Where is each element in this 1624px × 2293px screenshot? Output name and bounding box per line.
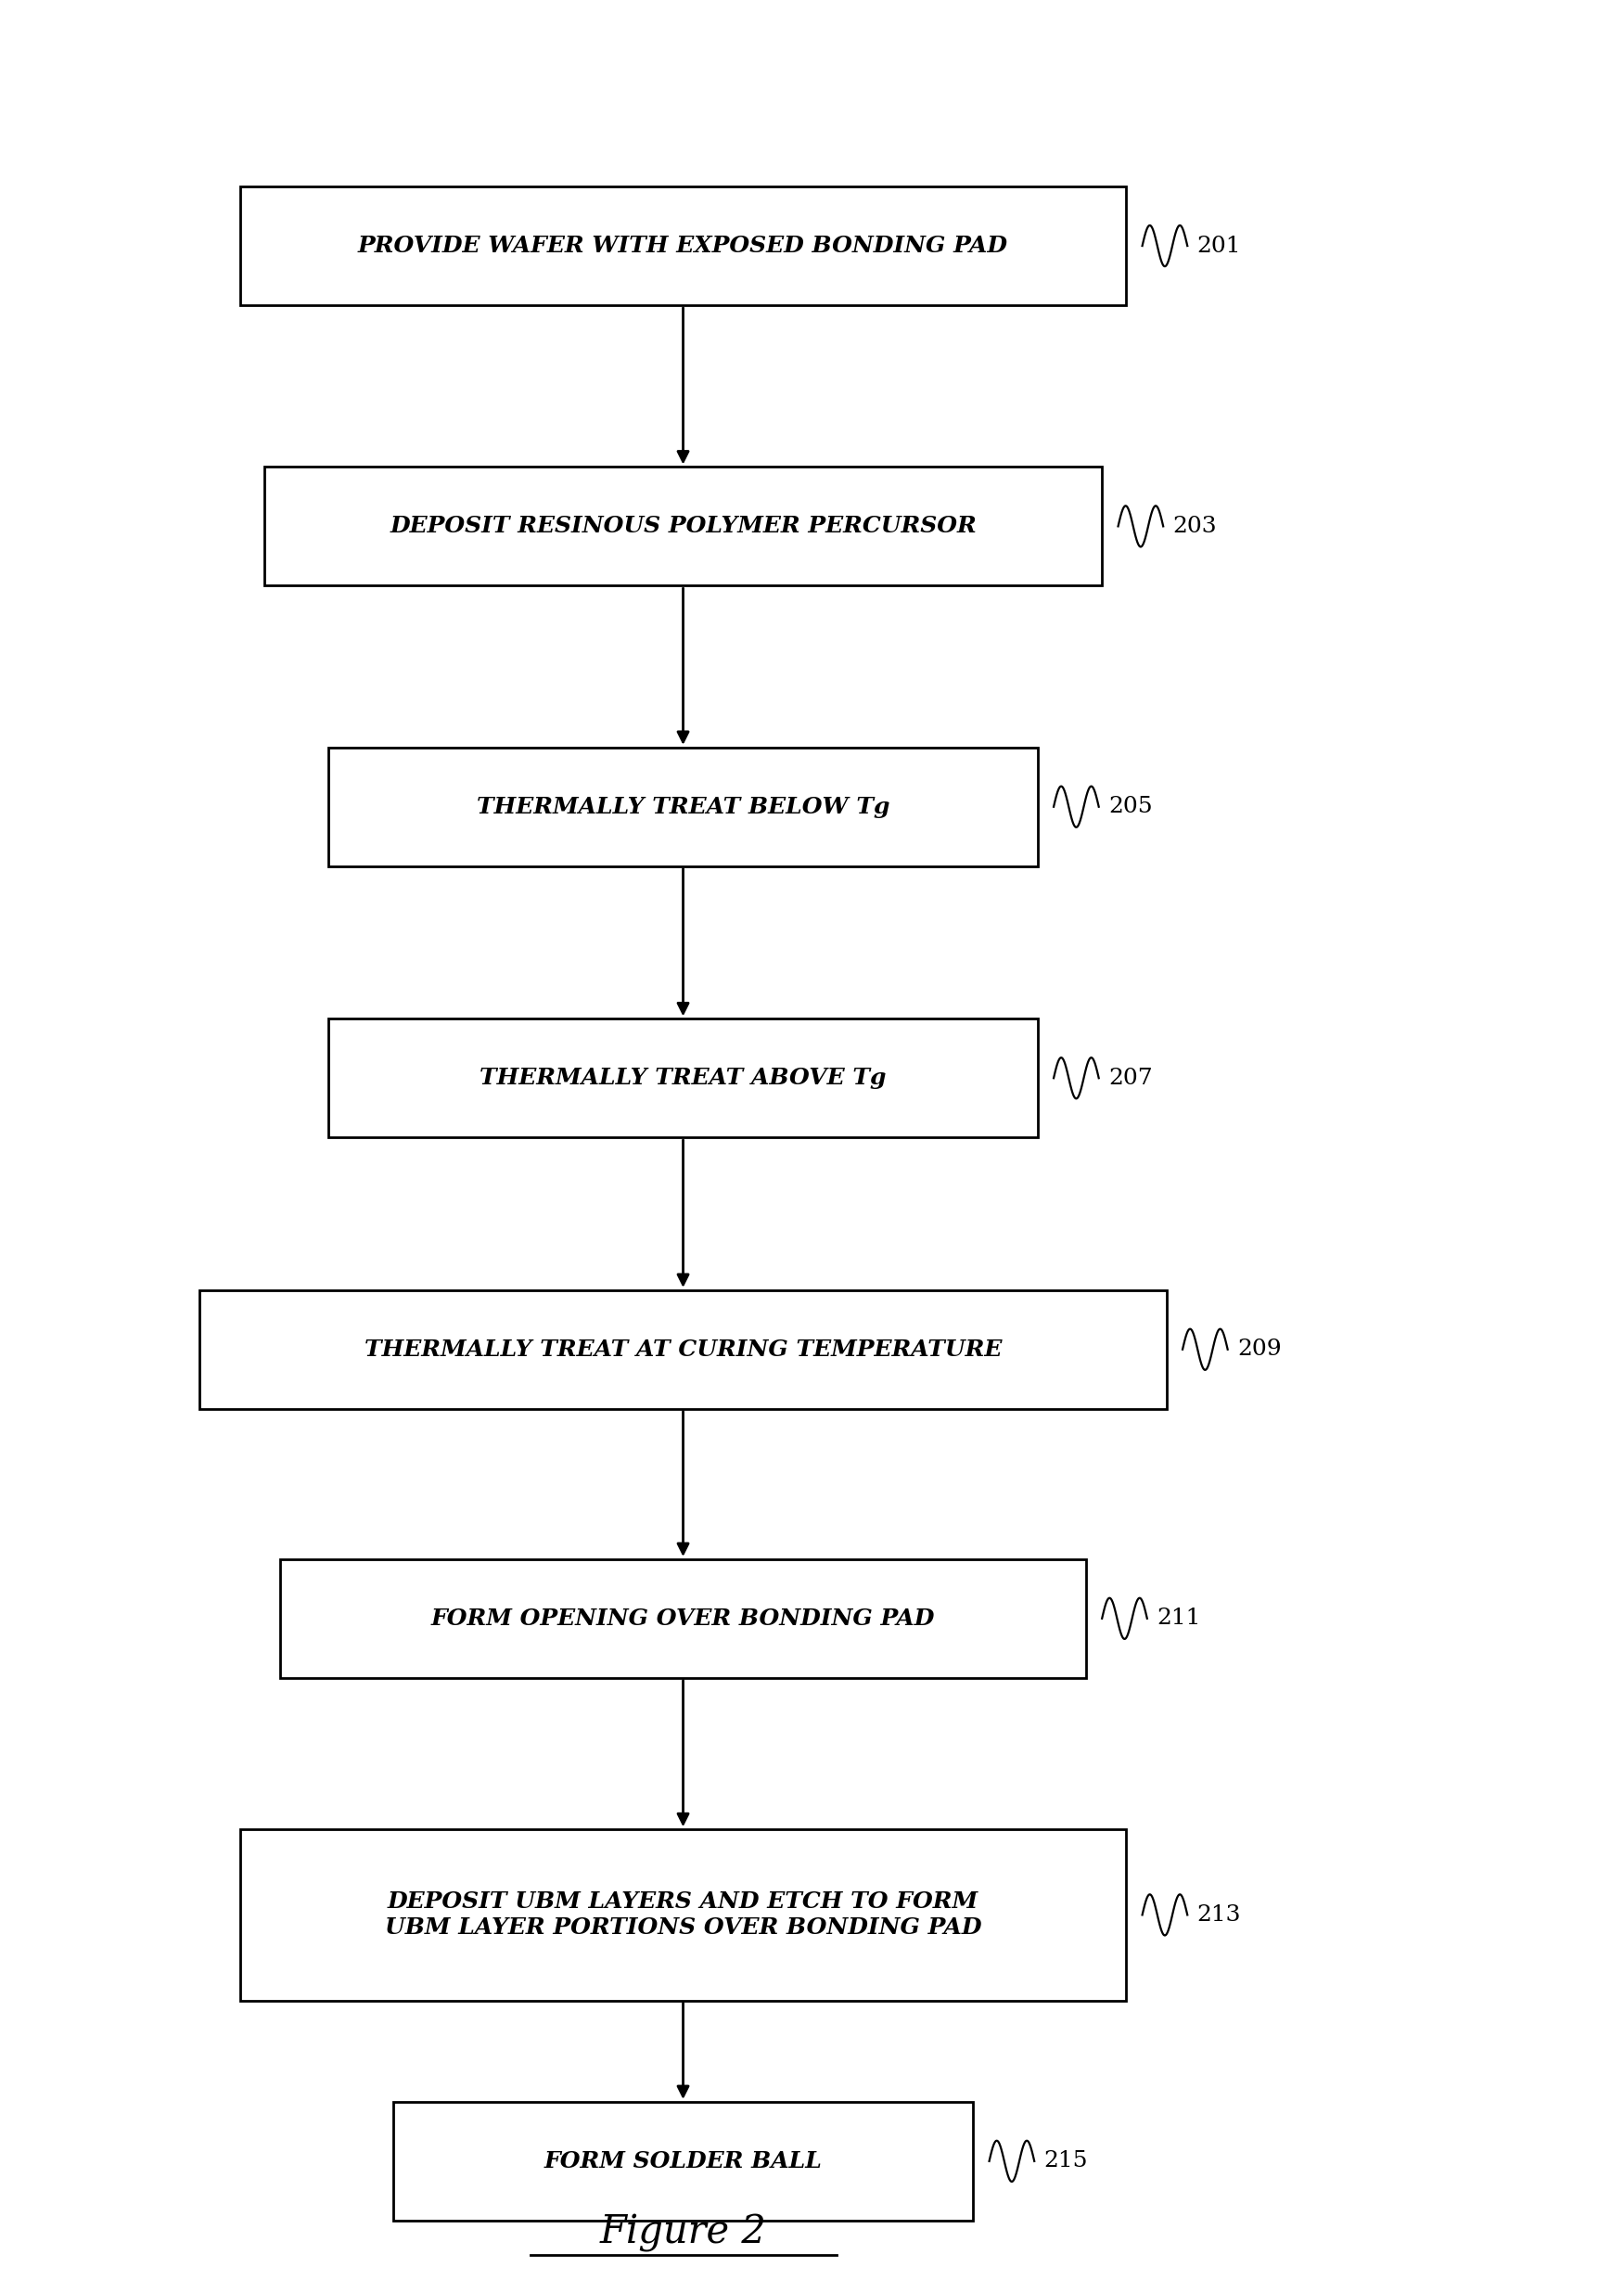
Text: 203: 203 — [1173, 516, 1216, 537]
FancyBboxPatch shape — [240, 1830, 1125, 1999]
Text: 211: 211 — [1156, 1607, 1200, 1628]
FancyBboxPatch shape — [328, 748, 1038, 867]
Text: 201: 201 — [1197, 236, 1241, 257]
Text: 213: 213 — [1197, 1903, 1241, 1926]
Text: 207: 207 — [1109, 1069, 1153, 1089]
FancyBboxPatch shape — [240, 186, 1125, 305]
FancyBboxPatch shape — [200, 1291, 1166, 1408]
Text: FORM OPENING OVER BONDING PAD: FORM OPENING OVER BONDING PAD — [430, 1607, 935, 1630]
Text: 205: 205 — [1109, 796, 1153, 816]
Text: THERMALLY TREAT BELOW Tg: THERMALLY TREAT BELOW Tg — [476, 796, 890, 819]
FancyBboxPatch shape — [281, 1559, 1086, 1678]
Text: 209: 209 — [1237, 1339, 1281, 1360]
FancyBboxPatch shape — [393, 2103, 973, 2220]
Text: 215: 215 — [1044, 2151, 1088, 2171]
Text: THERMALLY TREAT ABOVE Tg: THERMALLY TREAT ABOVE Tg — [479, 1066, 887, 1089]
Text: THERMALLY TREAT AT CURING TEMPERATURE: THERMALLY TREAT AT CURING TEMPERATURE — [364, 1339, 1002, 1360]
Text: DEPOSIT RESINOUS POLYMER PERCURSOR: DEPOSIT RESINOUS POLYMER PERCURSOR — [390, 516, 976, 537]
Text: Figure 2: Figure 2 — [599, 2213, 767, 2252]
FancyBboxPatch shape — [265, 468, 1103, 585]
Text: FORM SOLDER BALL: FORM SOLDER BALL — [544, 2151, 822, 2171]
Text: PROVIDE WAFER WITH EXPOSED BONDING PAD: PROVIDE WAFER WITH EXPOSED BONDING PAD — [357, 234, 1009, 257]
Text: DEPOSIT UBM LAYERS AND ETCH TO FORM
UBM LAYER PORTIONS OVER BONDING PAD: DEPOSIT UBM LAYERS AND ETCH TO FORM UBM … — [385, 1892, 981, 1940]
FancyBboxPatch shape — [328, 1018, 1038, 1137]
